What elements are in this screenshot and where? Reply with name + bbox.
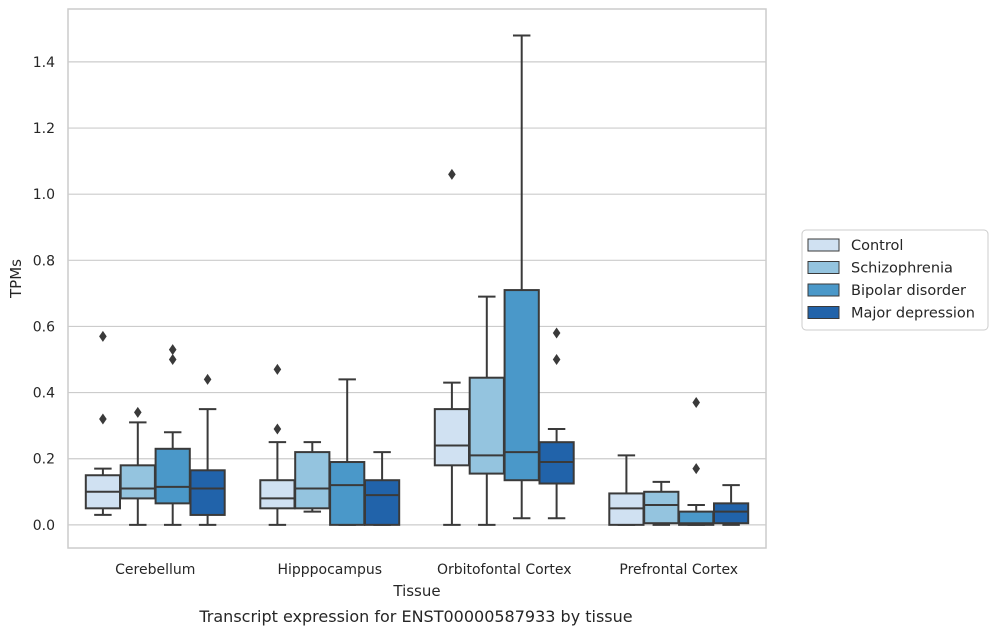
y-axis-label: TPMs [7,259,25,299]
box-bipolar-disorder [503,34,540,520]
box-iqr [259,479,296,510]
legend-label: Bipolar disorder [851,283,966,299]
legend-label: Schizophrenia [851,261,953,277]
legend-swatch [807,283,840,297]
box-control [608,454,645,526]
box-iqr [119,464,156,500]
outlier-point [448,168,456,180]
box-major-depression [189,373,226,526]
box-control [84,330,122,516]
legend-swatch [807,306,840,319]
box-iqr [154,447,191,505]
y-tick-label: 0.6 [33,319,55,335]
box-bipolar-disorder [329,378,366,526]
legend-item: Bipolar disorder [807,283,966,299]
box-schizophrenia [119,406,156,526]
legend-label: Control [851,238,903,254]
box-major-depression [363,451,401,526]
box-major-depression [538,327,575,520]
outlier-point [99,330,107,342]
box-iqr [712,502,750,525]
legend-frame [801,229,989,331]
outlier-point [273,423,282,435]
y-tick-label: 0.0 [33,518,55,534]
box-schizophrenia [468,295,505,526]
box-iqr [294,451,331,510]
outlier-point [273,363,282,375]
y-tick-label: 0.2 [33,452,55,468]
box-control [433,168,471,526]
y-tick-label: 1.0 [33,187,55,203]
outlier-point [692,397,700,409]
box-iqr [468,376,505,475]
plot-area-frame [67,8,767,549]
x-tick-label: Hipppocampus [277,562,382,578]
legend-label: Major depression [851,306,975,322]
box-major-depression [712,484,750,526]
x-tick-label: Cerebellum [115,562,195,578]
box-iqr [329,461,366,526]
legend-item: Schizophrenia [807,261,953,277]
y-tick-label: 1.4 [33,55,55,71]
x-axis-label: Tissue [392,582,440,600]
box-bipolar-disorder [678,397,715,526]
box-schizophrenia [294,441,331,513]
x-tick-label: Prefrontal Cortex [619,562,738,578]
outlier-point [203,373,212,385]
box-schizophrenia [643,480,680,526]
chart-caption: Transcript expression for ENST0000058793… [198,607,632,626]
box-control [259,363,296,526]
box-iqr [189,469,226,516]
box-bipolar-disorder [154,344,191,526]
box-iqr [503,289,540,482]
outlier-point [692,463,700,475]
y-tick-label: 0.8 [33,253,55,269]
outlier-point [134,406,142,418]
outlier-point [168,344,177,356]
x-axis-ticks: Cerebellum Hipppocampus Orbitofontal Corte… [115,562,738,578]
y-tick-label: 0.4 [33,386,55,402]
y-axis-ticks: 0.0 0.2 0.4 0.6 0.8 1.0 1.2 1.4 [33,55,55,534]
outlier-point [552,327,561,339]
outlier-point [168,354,177,366]
legend: Control Schizophrenia Bipolar disorder Majo… [801,229,989,331]
legend-swatch [807,238,840,252]
legend-item: Control [807,238,903,254]
legend-item: Major depression [807,306,975,322]
legend-swatch [807,261,840,274]
box-groups [84,34,750,526]
box-iqr [363,479,401,526]
box-iqr [643,490,680,525]
x-tick-label: Orbitofontal Cortex [437,562,572,578]
outlier-point [552,354,561,366]
y-tick-label: 1.2 [33,121,55,137]
box-iqr [433,408,471,467]
outlier-point [99,413,107,425]
